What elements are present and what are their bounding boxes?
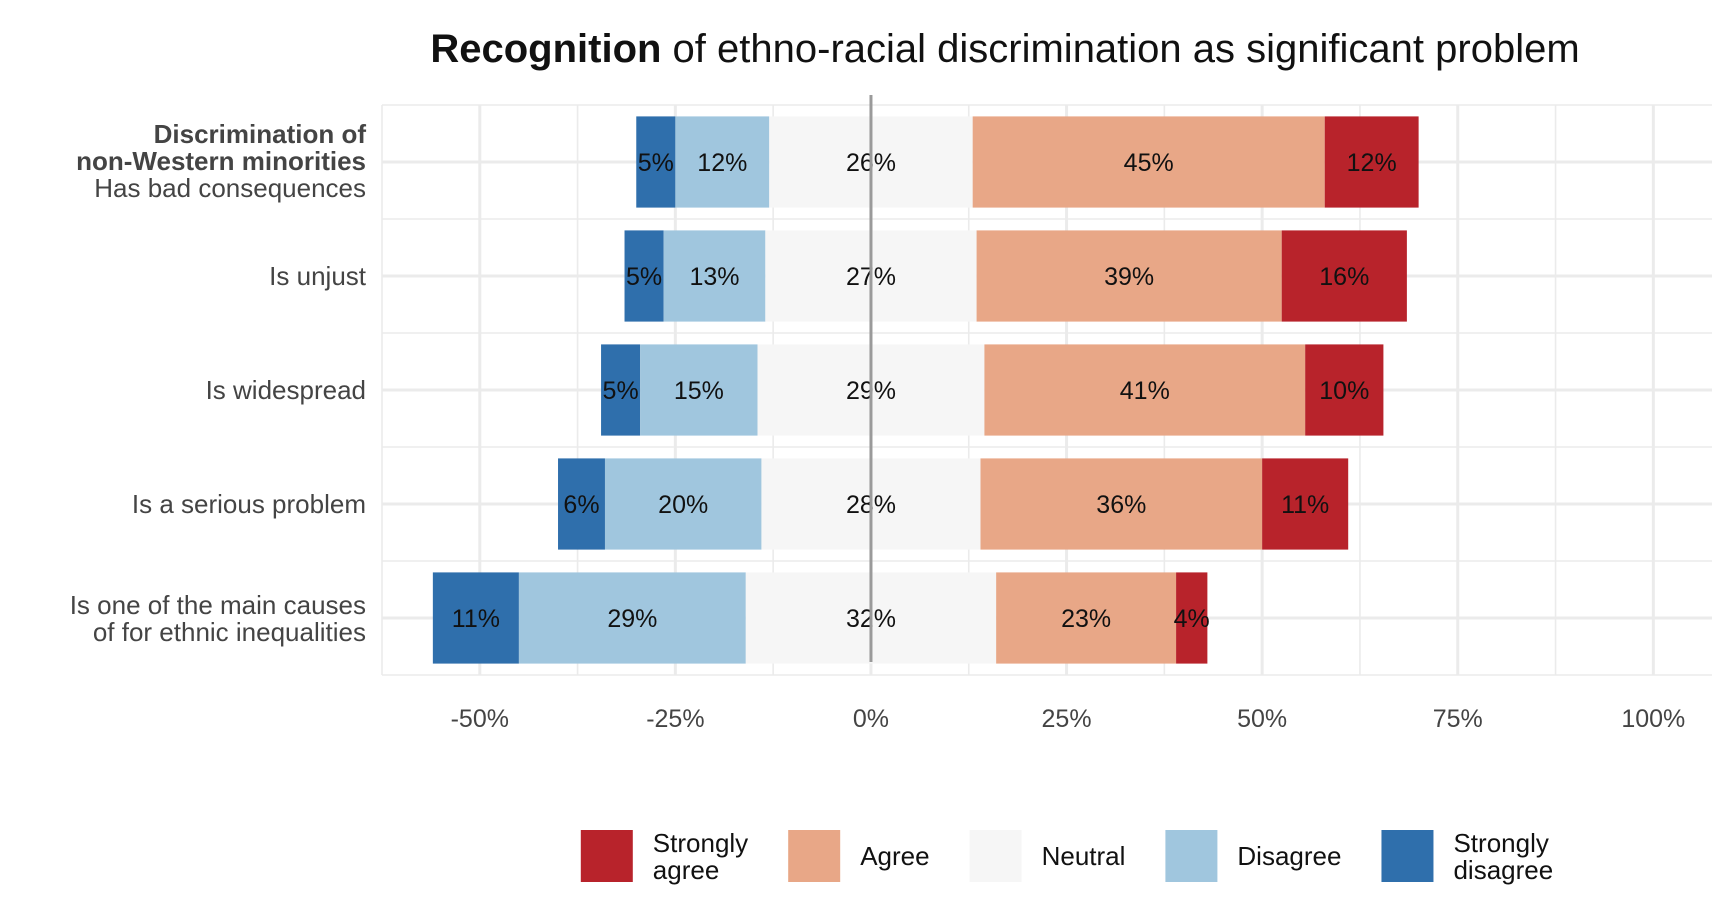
category-label: Is one of the main causes	[70, 590, 366, 620]
data-label: 36%	[1096, 491, 1146, 519]
category-label: Is widespread	[206, 375, 366, 405]
bar-segment	[1324, 116, 1419, 208]
chart-title-rest: of ethno-racial discrimination as signif…	[661, 27, 1579, 71]
legend-label: Neutral	[1042, 841, 1126, 871]
x-axis-tick-labels: -50% -25% 0% 25% 50% 75% 100%	[451, 705, 1686, 733]
x-tick-label: 100%	[1621, 705, 1685, 733]
data-label: 4%	[1174, 605, 1210, 633]
bar-segment	[976, 230, 1282, 322]
legend-label: Strongly	[653, 828, 748, 858]
data-label: 29%	[607, 605, 657, 633]
data-label: 5%	[603, 377, 639, 405]
bar-segment	[604, 458, 762, 550]
category-label: Is unjust	[269, 261, 367, 291]
data-label: 12%	[697, 149, 747, 177]
legend-swatch	[788, 830, 841, 882]
bar-segment	[636, 116, 676, 208]
data-label: 11%	[1281, 491, 1329, 519]
bar-segment	[1281, 230, 1407, 322]
chart-title-bold: Recognition	[430, 27, 661, 71]
data-label: 5%	[626, 263, 662, 291]
x-tick-label: 25%	[1042, 705, 1092, 733]
legend-label: disagree	[1453, 855, 1553, 885]
x-tick-label: 50%	[1237, 705, 1287, 733]
legend-label: agree	[653, 855, 720, 885]
data-label: 6%	[563, 491, 599, 519]
x-tick-label: 0%	[853, 705, 889, 733]
category-label: Is a serious problem	[132, 489, 366, 519]
legend-label: Agree	[860, 841, 929, 871]
bar-segment	[640, 344, 758, 436]
data-label: 45%	[1124, 149, 1174, 177]
data-label: 41%	[1120, 377, 1170, 405]
bar-segment	[518, 572, 746, 664]
bar-segment	[663, 230, 766, 322]
data-label: 23%	[1061, 605, 1111, 633]
group-label-line1: Discrimination of	[154, 119, 367, 149]
x-tick-label: -50%	[451, 705, 509, 733]
category-label: Has bad consequences	[94, 173, 366, 203]
legend-label: Disagree	[1237, 841, 1341, 871]
bar-segment	[972, 116, 1325, 208]
data-label: 39%	[1104, 263, 1154, 291]
x-tick-label: -25%	[646, 705, 704, 733]
category-label: of for ethnic inequalities	[93, 617, 366, 647]
bar-segment	[558, 458, 605, 550]
legend-swatch	[580, 830, 633, 882]
bar-segment	[432, 572, 519, 664]
group-label-line2: non-Western minorities	[76, 146, 366, 176]
legend-swatch	[969, 830, 1022, 882]
bar-segment	[624, 230, 664, 322]
bar-segment	[675, 116, 770, 208]
bar-segment	[980, 458, 1263, 550]
data-label: 12%	[1347, 149, 1397, 177]
legend-swatch	[1165, 830, 1218, 882]
bar-segment	[984, 344, 1306, 436]
data-label: 10%	[1319, 377, 1369, 405]
data-label: 11%	[452, 605, 500, 633]
bar-segment	[1262, 458, 1349, 550]
data-label: 20%	[658, 491, 708, 519]
x-tick-label: 75%	[1433, 705, 1483, 733]
data-label: 16%	[1319, 263, 1369, 291]
data-label: 15%	[674, 377, 724, 405]
bar-segment	[1176, 572, 1208, 664]
bars: 5% 12% 26% 45% 12%5% 13% 27% 39% 16%5% 15% 29% 41% 1…	[432, 95, 1419, 664]
bar-segment	[601, 344, 641, 436]
bar-segment	[996, 572, 1177, 664]
data-label: 5%	[638, 149, 674, 177]
legend-swatch	[1381, 830, 1434, 882]
bar-segment	[1305, 344, 1384, 436]
chart-title: Recognition of ethno-racial discriminati…	[430, 27, 1579, 71]
data-label: 13%	[689, 263, 739, 291]
legend-label: Strongly	[1453, 828, 1548, 858]
